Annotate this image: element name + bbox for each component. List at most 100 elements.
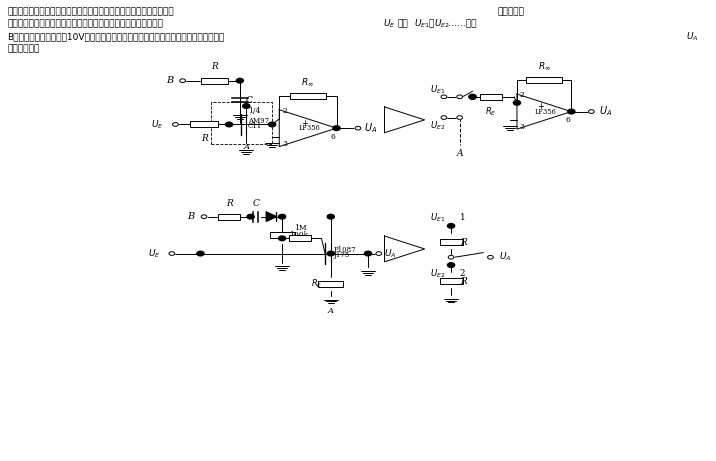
Text: B: B bbox=[166, 76, 173, 85]
Circle shape bbox=[448, 224, 454, 228]
Bar bbox=[290, 93, 326, 99]
Text: $U_A$: $U_A$ bbox=[686, 30, 698, 43]
Text: $U_E$: $U_E$ bbox=[151, 118, 164, 131]
Bar bbox=[218, 213, 240, 219]
Text: 、: 、 bbox=[428, 19, 434, 29]
Polygon shape bbox=[266, 212, 276, 221]
Circle shape bbox=[469, 95, 476, 99]
Text: 3: 3 bbox=[520, 123, 525, 131]
Circle shape bbox=[173, 123, 178, 126]
Text: R: R bbox=[460, 237, 466, 247]
Bar bbox=[201, 77, 228, 84]
Text: $U_{E1}$: $U_{E1}$ bbox=[430, 83, 446, 96]
Bar bbox=[318, 281, 344, 287]
Circle shape bbox=[333, 126, 340, 130]
Text: R: R bbox=[211, 62, 218, 71]
Text: $U_{E2}$: $U_{E2}$ bbox=[430, 119, 446, 132]
Text: $R_{\infty}$: $R_{\infty}$ bbox=[538, 60, 551, 72]
Circle shape bbox=[488, 255, 493, 259]
Text: （反相位）。: （反相位）。 bbox=[7, 44, 39, 53]
Circle shape bbox=[448, 255, 454, 259]
Circle shape bbox=[169, 252, 175, 255]
Text: 为采用结型: 为采用结型 bbox=[498, 7, 525, 16]
Circle shape bbox=[376, 252, 382, 255]
Circle shape bbox=[268, 122, 276, 127]
Text: J175: J175 bbox=[334, 251, 350, 260]
Circle shape bbox=[568, 109, 575, 114]
Text: +: + bbox=[537, 102, 544, 112]
Text: $U_E$: $U_E$ bbox=[147, 247, 160, 260]
Text: R: R bbox=[200, 134, 208, 143]
Text: C11: C11 bbox=[248, 122, 262, 130]
Text: $U_E$: $U_E$ bbox=[383, 18, 396, 30]
Text: 2: 2 bbox=[282, 107, 287, 115]
Circle shape bbox=[441, 95, 447, 99]
Text: AM97: AM97 bbox=[248, 117, 269, 125]
Text: A: A bbox=[328, 307, 334, 314]
Text: $U_A$: $U_A$ bbox=[599, 105, 612, 118]
Text: LF356: LF356 bbox=[535, 107, 556, 116]
Circle shape bbox=[448, 224, 455, 228]
Circle shape bbox=[457, 116, 463, 119]
Text: $U_A$: $U_A$ bbox=[384, 247, 397, 260]
Circle shape bbox=[441, 116, 447, 119]
Text: $U_{E2}$: $U_{E2}$ bbox=[430, 267, 445, 280]
Text: $U_A$: $U_A$ bbox=[499, 251, 511, 264]
Text: C: C bbox=[246, 95, 253, 105]
Circle shape bbox=[364, 251, 372, 256]
Text: C: C bbox=[252, 199, 259, 208]
Text: $U_{E2}$: $U_{E2}$ bbox=[434, 18, 450, 30]
Circle shape bbox=[589, 110, 594, 113]
Text: A: A bbox=[243, 143, 249, 151]
Text: R: R bbox=[460, 277, 466, 286]
Text: 场效应晶体管和运算放大器的电路及其等效的机械线路。输入信号: 场效应晶体管和运算放大器的电路及其等效的机械线路。输入信号 bbox=[7, 19, 163, 29]
Text: $R_E$: $R_E$ bbox=[311, 278, 322, 290]
Circle shape bbox=[327, 214, 334, 219]
Circle shape bbox=[457, 95, 463, 99]
Bar bbox=[270, 232, 295, 238]
Text: 3: 3 bbox=[282, 140, 287, 148]
Text: B端有控制信号（高电平10V）时结型场效应晶体管导通，通过运算放大器产生输出信号: B端有控制信号（高电平10V）时结型场效应晶体管导通，通过运算放大器产生输出信号 bbox=[7, 32, 224, 41]
Text: B: B bbox=[188, 212, 195, 221]
Circle shape bbox=[226, 122, 233, 127]
Text: A: A bbox=[456, 149, 463, 158]
Text: ……）在: ……）在 bbox=[448, 19, 477, 29]
Circle shape bbox=[197, 251, 204, 256]
Bar bbox=[440, 278, 463, 284]
Circle shape bbox=[469, 95, 476, 99]
Text: 1M: 1M bbox=[294, 224, 306, 232]
Text: $U_{E1}$: $U_{E1}$ bbox=[430, 211, 445, 224]
Text: +: + bbox=[301, 119, 308, 128]
Text: LF356: LF356 bbox=[299, 124, 320, 132]
Bar bbox=[440, 239, 463, 245]
Circle shape bbox=[279, 214, 286, 219]
Circle shape bbox=[327, 251, 334, 256]
Text: $R_{\infty}$: $R_{\infty}$ bbox=[301, 76, 314, 88]
Text: $R_E$: $R_E$ bbox=[485, 105, 497, 118]
Text: R: R bbox=[226, 199, 233, 208]
Circle shape bbox=[448, 263, 454, 267]
Circle shape bbox=[243, 104, 250, 108]
Circle shape bbox=[355, 126, 361, 130]
Text: P1087: P1087 bbox=[334, 246, 357, 254]
Bar bbox=[190, 121, 218, 127]
Text: 6: 6 bbox=[330, 133, 335, 141]
Circle shape bbox=[279, 236, 286, 241]
Bar bbox=[289, 235, 311, 242]
Text: 2: 2 bbox=[520, 91, 525, 99]
Text: 2: 2 bbox=[460, 269, 465, 278]
Text: 6: 6 bbox=[565, 116, 570, 124]
Text: 1/4: 1/4 bbox=[248, 106, 260, 115]
Circle shape bbox=[247, 214, 254, 219]
Circle shape bbox=[180, 79, 185, 83]
Text: （或: （或 bbox=[397, 19, 408, 29]
Text: 100k: 100k bbox=[289, 231, 309, 239]
Text: $U_A$: $U_A$ bbox=[364, 121, 377, 135]
Bar bbox=[480, 94, 502, 100]
Text: 1: 1 bbox=[460, 213, 465, 222]
Circle shape bbox=[201, 215, 207, 219]
Bar bbox=[526, 77, 562, 83]
Text: $U_{E1}$: $U_{E1}$ bbox=[414, 18, 430, 30]
Circle shape bbox=[448, 263, 455, 267]
Circle shape bbox=[236, 78, 243, 83]
